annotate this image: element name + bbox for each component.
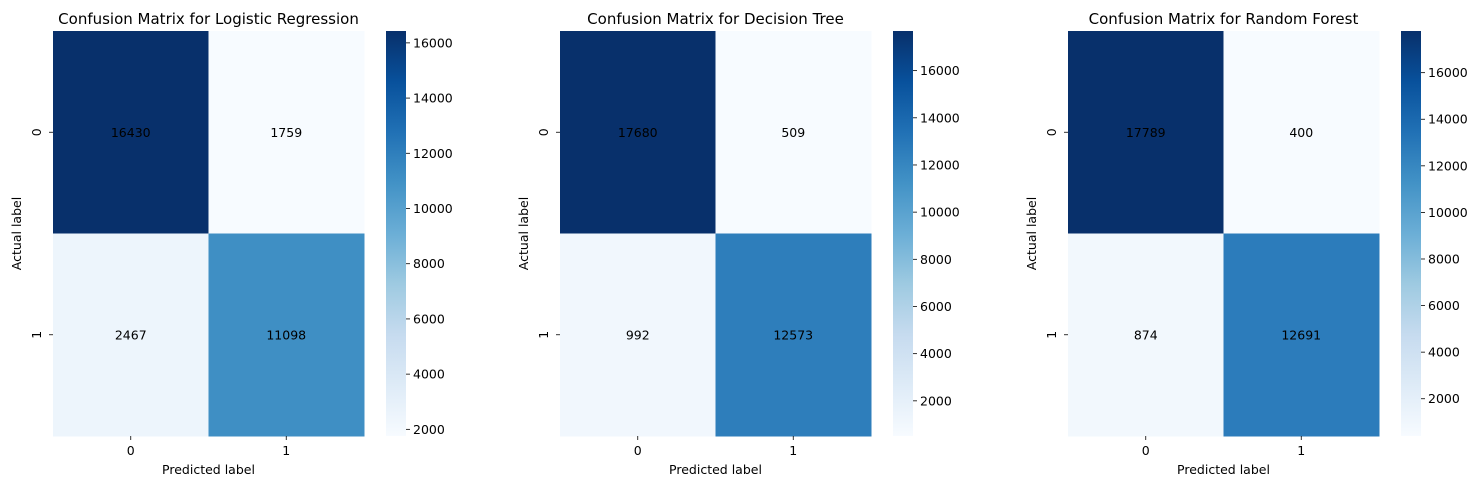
cell-value-label: 12691 xyxy=(1281,327,1321,342)
y-axis-label: Actual label xyxy=(9,197,24,270)
y-axis-label: Actual label xyxy=(1024,197,1039,270)
colorbar-tick-label: 8000 xyxy=(1428,251,1460,266)
x-tick-label: 1 xyxy=(1297,443,1305,458)
heatmap-cell xyxy=(53,31,209,234)
x-tick-label: 1 xyxy=(789,443,797,458)
y-tick-label: 1 xyxy=(1044,331,1059,339)
colorbar-tick-label: 16000 xyxy=(920,63,960,78)
colorbar xyxy=(893,31,913,436)
colorbar-tick-label: 12000 xyxy=(920,157,960,172)
heatmap-cell xyxy=(1068,31,1224,234)
x-axis-label: Predicted label xyxy=(669,462,762,477)
heatmap-cell xyxy=(208,233,365,437)
chart-title: Confusion Matrix for Random Forest xyxy=(1089,10,1359,28)
colorbar-tick-label: 10000 xyxy=(413,201,453,216)
heatmap-cell xyxy=(1068,233,1224,437)
colorbar-tick-label: 8000 xyxy=(920,252,952,267)
x-tick-label: 0 xyxy=(634,443,642,458)
colorbar xyxy=(1401,31,1421,436)
colorbar-tick-label: 2000 xyxy=(1428,391,1460,406)
colorbar-tick-label: 4000 xyxy=(413,367,445,382)
colorbar-tick-label: 14000 xyxy=(1428,112,1468,127)
y-tick-label: 1 xyxy=(536,331,551,339)
cell-value-label: 992 xyxy=(626,327,650,342)
cell-value-label: 400 xyxy=(1289,125,1313,140)
chart-title: Confusion Matrix for Logistic Regression xyxy=(58,10,359,28)
heatmap-cell xyxy=(715,31,872,234)
colorbar-tick-label: 6000 xyxy=(1428,298,1460,313)
heatmap-cell xyxy=(208,31,365,234)
heatmap-cell xyxy=(1223,31,1380,234)
colorbar-tick-label: 10000 xyxy=(920,205,960,220)
colorbar-tick-label: 2000 xyxy=(413,422,445,437)
heatmap-cell xyxy=(715,233,872,437)
colorbar-tick-label: 14000 xyxy=(413,91,453,106)
colorbar xyxy=(386,31,406,436)
cell-value-label: 12573 xyxy=(773,327,813,342)
heatmap-cell xyxy=(1223,233,1380,437)
cell-value-label: 16430 xyxy=(111,125,151,140)
heatmap-cell xyxy=(560,233,716,437)
heatmap-cell xyxy=(53,233,209,437)
y-tick-label: 0 xyxy=(536,128,551,136)
x-axis-label: Predicted label xyxy=(1177,462,1270,477)
y-tick-label: 1 xyxy=(29,331,44,339)
colorbar-tick-label: 10000 xyxy=(1428,205,1468,220)
x-tick-label: 0 xyxy=(1142,443,1150,458)
cell-value-label: 17789 xyxy=(1126,125,1166,140)
x-axis-label: Predicted label xyxy=(162,462,255,477)
x-tick-label: 0 xyxy=(127,443,135,458)
y-tick-label: 0 xyxy=(29,128,44,136)
colorbar-tick-label: 2000 xyxy=(920,393,952,408)
colorbar-tick-label: 12000 xyxy=(1428,158,1468,173)
colorbar-tick-label: 16000 xyxy=(413,35,453,50)
colorbar-tick-label: 12000 xyxy=(413,146,453,161)
colorbar-tick-label: 4000 xyxy=(1428,345,1460,360)
colorbar-tick-label: 8000 xyxy=(413,256,445,271)
cell-value-label: 17680 xyxy=(618,125,658,140)
y-tick-label: 0 xyxy=(1044,128,1059,136)
colorbar-tick-label: 16000 xyxy=(1428,65,1468,80)
chart-title: Confusion Matrix for Decision Tree xyxy=(587,10,844,28)
cell-value-label: 1759 xyxy=(270,125,302,140)
cell-value-label: 2467 xyxy=(115,327,147,342)
cell-value-label: 509 xyxy=(781,125,805,140)
colorbar-tick-label: 6000 xyxy=(413,311,445,326)
cell-value-label: 11098 xyxy=(266,327,306,342)
heatmap-cell xyxy=(560,31,716,234)
cell-value-label: 874 xyxy=(1134,327,1158,342)
y-axis-label: Actual label xyxy=(516,197,531,270)
colorbar-tick-label: 4000 xyxy=(920,346,952,361)
colorbar-tick-label: 6000 xyxy=(920,299,952,314)
colorbar-tick-label: 14000 xyxy=(920,110,960,125)
x-tick-label: 1 xyxy=(282,443,290,458)
